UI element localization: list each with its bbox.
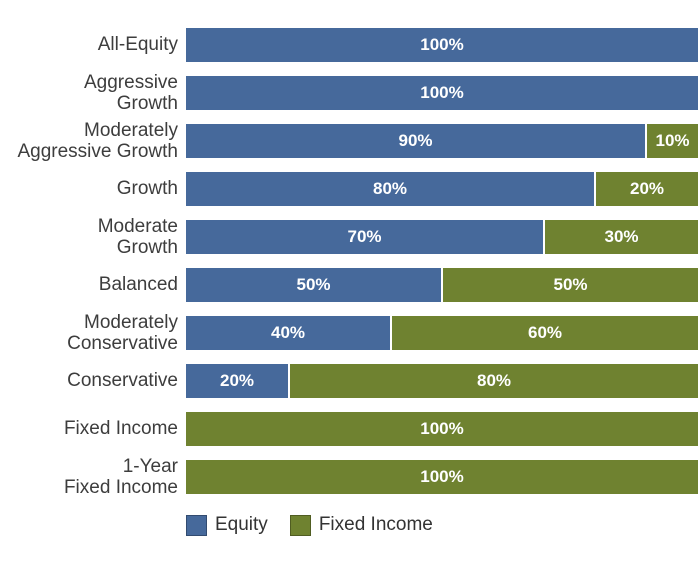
bar-track: 100%: [186, 460, 698, 494]
segment-value-label: 100%: [420, 35, 464, 54]
segment-value-label: 100%: [420, 83, 464, 102]
category-label: Balanced: [98, 274, 178, 296]
equity-swatch-icon: [186, 514, 207, 536]
category-label: Fixed Income: [63, 418, 178, 440]
category-label: 1-Year Fixed Income: [63, 455, 178, 498]
bar-segment-equity: 70%: [186, 220, 543, 254]
category-label: Moderately Aggressive Growth: [17, 119, 178, 162]
bar-track: 100%: [186, 412, 698, 446]
bar-segment-equity: 100%: [186, 28, 698, 62]
segment-value-label: 80%: [372, 179, 408, 198]
segment-value-label: 50%: [296, 275, 331, 294]
bar-segment-equity: 80%: [186, 172, 594, 206]
bar-segment-equity: 20%: [186, 364, 288, 398]
bar-segment-fixed-income: 80%: [290, 364, 698, 398]
chart-row: Balanced 50% 50%: [0, 268, 698, 302]
segment-value-label: 90%: [398, 131, 433, 150]
legend-item-fixed-income: Fixed Income: [289, 514, 433, 536]
bar-track: 20% 80%: [186, 364, 698, 398]
bar-segment-equity: 100%: [186, 76, 698, 110]
bar-track: 100%: [186, 28, 698, 62]
segment-value-label: 20%: [629, 179, 665, 198]
segment-value-label: 70%: [347, 227, 382, 246]
bar-segment-fixed-income: 10%: [647, 124, 698, 158]
segment-value-label: 30%: [604, 227, 639, 246]
chart-row: Moderately Aggressive Growth 90% 10%: [0, 120, 698, 162]
chart-row: 1-Year Fixed Income 100%: [0, 456, 698, 498]
chart-row: Aggressive Growth 100%: [0, 72, 698, 114]
category-label: Conservative: [67, 370, 178, 392]
bar-segment-equity: 40%: [186, 316, 390, 350]
category-label: Aggressive Growth: [84, 71, 178, 114]
category-label: All-Equity: [97, 34, 178, 56]
segment-value-label: 40%: [270, 323, 306, 342]
chart-row: All-Equity 100%: [0, 28, 698, 62]
bar-track: 90% 10%: [186, 124, 698, 158]
segment-value-label: 60%: [527, 323, 563, 342]
chart-row: Conservative 20% 80%: [0, 364, 698, 398]
segment-value-label: 80%: [476, 371, 512, 390]
chart-row: Moderate Growth 70% 30%: [0, 216, 698, 258]
category-label: Growth: [116, 178, 178, 200]
bar-segment-fixed-income: 50%: [443, 268, 698, 302]
chart-rows: All-Equity 100% Aggressive Growth 100% Modera…: [0, 28, 698, 508]
segment-value-label: 100%: [420, 467, 464, 486]
segment-value-label: 20%: [219, 371, 255, 390]
chart-row: Moderately Conservative 40% 60%: [0, 312, 698, 354]
bar-track: 100%: [186, 76, 698, 110]
bar-segment-fixed-income: 20%: [596, 172, 698, 206]
segment-value-label: 50%: [553, 275, 588, 294]
bar-track: 80% 20%: [186, 172, 698, 206]
bar-track: 40% 60%: [186, 316, 698, 350]
bar-track: 50% 50%: [186, 268, 698, 302]
segment-value-label: 10%: [655, 131, 690, 150]
segment-value-label: 100%: [420, 419, 464, 438]
legend-label-fixed-income: Fixed Income: [318, 514, 433, 535]
bar-segment-fixed-income: 30%: [545, 220, 698, 254]
chart-row: Fixed Income 100%: [0, 412, 698, 446]
bar-segment-fixed-income: 100%: [186, 412, 698, 446]
bar-track: 70% 30%: [186, 220, 698, 254]
category-label: Moderately Conservative: [67, 311, 178, 354]
bar-segment-fixed-income: 100%: [186, 460, 698, 494]
chart-legend: Equity Fixed Income: [186, 514, 455, 536]
category-label: Moderate Growth: [97, 215, 178, 258]
bar-segment-equity: 50%: [186, 268, 441, 302]
fixed-income-swatch-icon: [289, 514, 311, 536]
legend-item-equity: Equity: [186, 514, 268, 536]
bar-segment-equity: 90%: [186, 124, 645, 158]
legend-label-equity: Equity: [215, 514, 268, 535]
chart-row: Growth 80% 20%: [0, 172, 698, 206]
bar-segment-fixed-income: 60%: [392, 316, 698, 350]
